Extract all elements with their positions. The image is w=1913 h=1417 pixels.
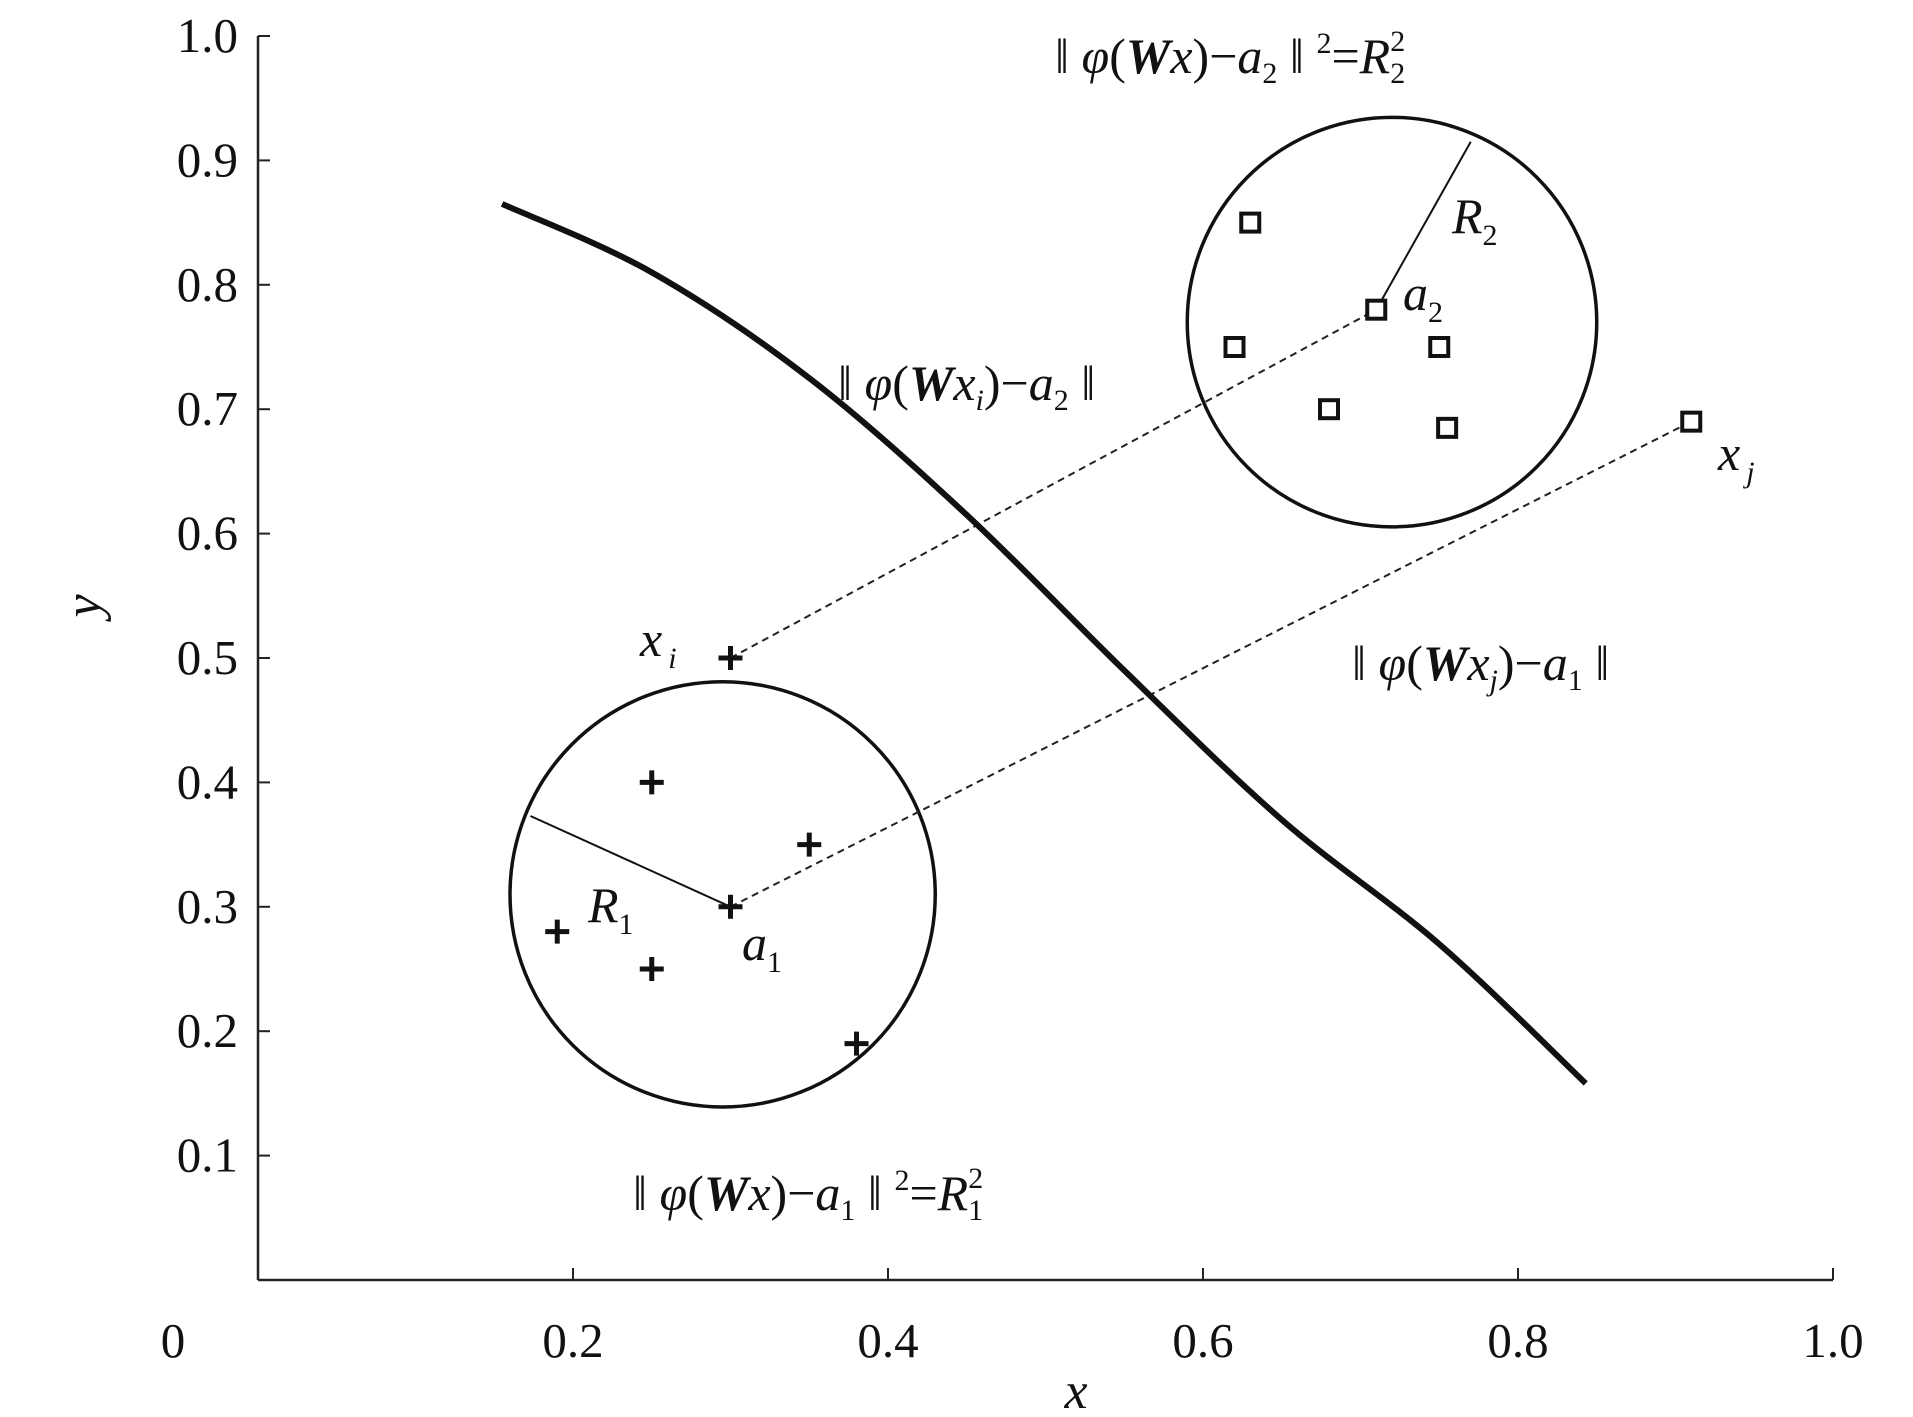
y-tick-label: 0.9 <box>177 132 238 187</box>
x-tick-label: 0.6 <box>1172 1313 1233 1368</box>
plus-point <box>718 646 743 670</box>
x-tick-label: 0.2 <box>542 1313 603 1368</box>
label-a1: a1 <box>742 915 782 979</box>
y-tick-label: 0.6 <box>177 506 238 561</box>
plus-point <box>844 1031 869 1056</box>
x-tick-label: 1.0 <box>1802 1313 1863 1368</box>
distance-line-1 <box>730 308 1377 659</box>
label-R2: R2 <box>1451 188 1498 252</box>
plus-point <box>639 957 664 981</box>
square-point <box>1436 416 1459 439</box>
x-tick-label: 0.4 <box>857 1313 918 1368</box>
y-axis-title: y <box>55 594 112 623</box>
label-a2: a2 <box>1403 265 1443 329</box>
plus-point <box>639 770 664 795</box>
plus-point <box>718 894 743 919</box>
annotation-distance-xi-a2: ‖ φ(Wxi)−a2 ‖ <box>838 355 1095 417</box>
y-tick-label: 0.8 <box>177 257 238 312</box>
y-tick-label: 0.3 <box>177 879 238 934</box>
y-tick-label: 0.4 <box>177 754 238 809</box>
plus-point <box>797 832 822 857</box>
x-axis-title: x <box>1063 1363 1087 1417</box>
radius-line-1 <box>530 815 731 908</box>
y-tick-label: 1.0 <box>177 8 238 63</box>
annotation-bottom-equation: ‖ φ(Wx)−a1 ‖ 2=R12 <box>633 1162 983 1227</box>
y-tick-label: 0.1 <box>177 1128 238 1183</box>
decision-boundary-curve <box>500 201 1588 1086</box>
square-point <box>1680 410 1703 433</box>
y-tick-label: 0.7 <box>177 381 238 436</box>
boundary-circle-1 <box>508 679 937 1109</box>
annotation-distance-xj-a1: ‖ φ(Wxj)−a1 ‖ <box>1352 635 1609 697</box>
y-tick-label: 0.2 <box>177 1003 238 1058</box>
y-tick-label: 0.5 <box>177 630 238 685</box>
square-point <box>1428 336 1451 358</box>
square-point <box>1365 298 1388 321</box>
plus-point <box>545 919 570 944</box>
square-point <box>1239 211 1262 234</box>
label-R1: R1 <box>587 877 634 941</box>
x-tick-label: 0.8 <box>1487 1313 1548 1368</box>
radius-line-2 <box>1375 141 1472 311</box>
x-tick-label: 0 <box>161 1313 186 1368</box>
plot-area <box>500 115 1703 1109</box>
square-point <box>1318 398 1340 421</box>
square-point <box>1223 336 1246 358</box>
boundary-circle-2 <box>1185 115 1599 529</box>
ticks: 0.1 0.2 0.3 0.4 0.5 0.6 0.7 0.8 0.9 1.0 0 0.2 0.4 0.6… <box>161 8 1864 1368</box>
annotation-top-equation: ‖ φ(Wx)−a2 ‖ 2=R22 <box>1055 25 1405 90</box>
